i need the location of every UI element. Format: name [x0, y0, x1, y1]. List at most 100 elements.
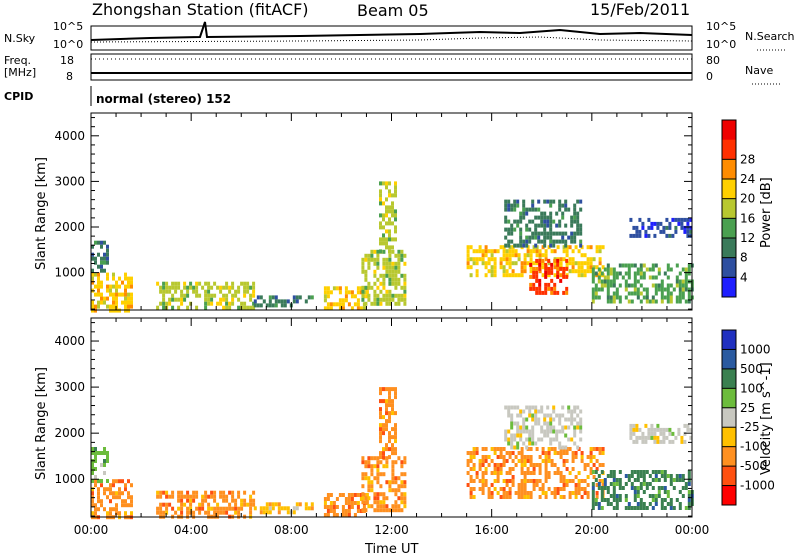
data-cell	[678, 279, 682, 284]
data-cell	[550, 270, 554, 275]
data-cell	[361, 265, 365, 270]
data-cell	[370, 472, 374, 477]
data-cell	[91, 276, 94, 281]
data-cell	[478, 463, 482, 467]
data-cell	[379, 451, 382, 456]
data-cell	[678, 506, 682, 510]
data-cell	[189, 281, 193, 286]
data-cell	[651, 275, 655, 280]
data-cell	[544, 463, 548, 467]
data-cell	[189, 510, 193, 515]
data-cell	[394, 391, 397, 396]
data-cell	[103, 268, 106, 273]
data-cell	[598, 451, 602, 455]
data-cell	[222, 506, 226, 511]
data-cell	[213, 293, 217, 298]
data-cell	[612, 490, 616, 494]
data-cell	[576, 231, 580, 236]
data-cell	[529, 274, 533, 279]
data-cell	[541, 290, 545, 295]
data-cell	[580, 487, 584, 491]
data-cell	[329, 493, 333, 497]
data-cell	[268, 510, 272, 515]
data-cell	[364, 476, 368, 481]
data-cell	[382, 277, 386, 282]
data-cell	[636, 267, 640, 272]
data-cell	[609, 267, 613, 272]
data-cell	[385, 411, 388, 416]
data-cell	[204, 498, 208, 503]
data-cell	[484, 273, 488, 278]
data-cell	[382, 257, 386, 262]
data-cell	[559, 273, 563, 278]
data-cell	[335, 302, 339, 307]
data-cell	[493, 261, 497, 266]
data-cell	[391, 403, 394, 408]
data-cell	[373, 508, 377, 513]
data-cell	[490, 249, 494, 254]
data-cell	[529, 249, 533, 254]
data-cell	[577, 249, 581, 254]
data-cell	[388, 301, 392, 306]
data-cell	[532, 467, 536, 471]
data-cell	[603, 267, 607, 272]
data-cell	[225, 510, 229, 515]
data-cell	[589, 245, 593, 250]
data-cell	[391, 193, 394, 198]
data-cell	[344, 513, 348, 517]
data-cell	[556, 290, 560, 295]
data-cell	[576, 227, 580, 232]
data-cell	[103, 300, 106, 305]
data-cell	[523, 491, 527, 495]
data-cell	[513, 421, 517, 426]
data-cell	[656, 439, 660, 444]
data-cell	[466, 245, 470, 250]
data-cell	[543, 239, 547, 244]
data-cell	[553, 261, 557, 266]
data-cell	[680, 225, 684, 230]
data-cell	[124, 272, 127, 277]
data-cell	[112, 491, 115, 496]
data-cell	[520, 447, 524, 451]
data-cell	[689, 435, 693, 440]
data-cell	[609, 271, 613, 276]
data-cell	[493, 273, 497, 278]
data-cell	[508, 257, 512, 262]
data-cell	[678, 291, 682, 296]
data-cell	[481, 487, 485, 491]
data-cell	[686, 217, 690, 222]
data-cell	[645, 291, 649, 296]
data-cell	[577, 483, 581, 487]
data-cell	[546, 433, 550, 438]
data-cell	[612, 299, 616, 304]
data-cell	[249, 510, 253, 515]
data-cell	[481, 483, 485, 487]
data-cell	[472, 249, 476, 254]
data-cell	[687, 267, 691, 272]
data-cell	[544, 475, 548, 479]
data-cell	[177, 305, 181, 310]
data-cell	[323, 505, 327, 509]
data-cell	[171, 297, 175, 302]
data-cell	[124, 511, 127, 516]
data-cell	[259, 295, 263, 300]
data-cell	[687, 490, 691, 494]
data-cell	[534, 405, 538, 410]
data-cell	[180, 297, 184, 302]
data-cell	[493, 467, 497, 471]
data-cell	[499, 467, 503, 471]
data-cell	[629, 423, 633, 428]
data-cell	[298, 295, 302, 300]
data-cell	[513, 219, 517, 224]
data-cell	[523, 265, 527, 270]
data-cell	[635, 229, 639, 234]
data-cell	[213, 494, 217, 499]
data-cell	[577, 265, 581, 270]
data-cell	[600, 283, 604, 288]
data-cell	[687, 295, 691, 300]
data-cell	[656, 427, 660, 432]
data-cell	[597, 482, 601, 486]
data-cell	[520, 451, 524, 455]
data-cell	[583, 467, 587, 471]
data-cell	[543, 215, 547, 220]
